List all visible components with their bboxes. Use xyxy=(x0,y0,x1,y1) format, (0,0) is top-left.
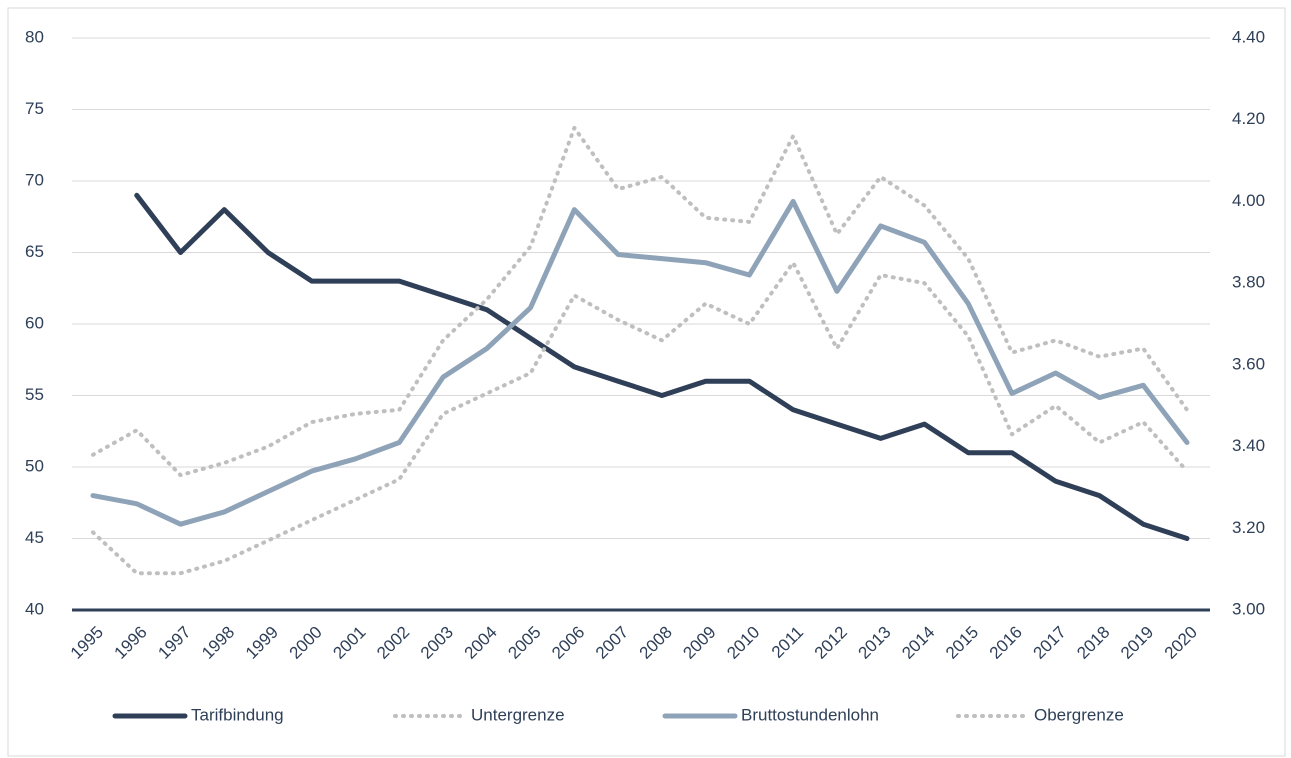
y-tick-label: 80 xyxy=(25,27,44,46)
y-tick-label: 75 xyxy=(25,99,44,118)
y-tick-label: 40 xyxy=(25,599,44,618)
x-tick-label: 2004 xyxy=(461,623,501,663)
y2-tick-label: 3.80 xyxy=(1232,273,1265,292)
y-tick-label: 70 xyxy=(25,170,44,189)
x-tick-label: 2000 xyxy=(286,623,326,663)
x-tick-label: 1999 xyxy=(242,623,282,663)
x-tick-label: 2006 xyxy=(548,623,588,663)
legend-label: Tarifbindung xyxy=(191,705,284,724)
y2-tick-label: 4.40 xyxy=(1232,27,1265,46)
x-tick-label: 2014 xyxy=(898,623,938,663)
x-tick-label: 2018 xyxy=(1073,623,1113,663)
y-tick-label: 55 xyxy=(25,385,44,404)
x-tick-label: 2016 xyxy=(986,623,1026,663)
chart-border xyxy=(7,7,1286,757)
legend-label: Obergrenze xyxy=(1034,705,1124,724)
x-tick-label: 2001 xyxy=(329,623,369,663)
x-tick-label: 2012 xyxy=(811,623,851,663)
y2-tick-label: 4.20 xyxy=(1232,109,1265,128)
y2-tick-label: 3.00 xyxy=(1232,599,1265,618)
y2-tick-label: 4.00 xyxy=(1232,191,1265,210)
x-tick-label: 2007 xyxy=(592,623,632,663)
x-tick-label: 1995 xyxy=(67,623,107,663)
y2-tick-label: 3.20 xyxy=(1232,518,1265,537)
y2-tick-label: 3.60 xyxy=(1232,354,1265,373)
y2-tick-label: 3.40 xyxy=(1232,436,1265,455)
y-tick-label: 65 xyxy=(25,242,44,261)
x-tick-label: 1998 xyxy=(198,623,238,663)
series-line xyxy=(91,260,1189,576)
x-tick-label: 1996 xyxy=(111,623,151,663)
x-tick-label: 2020 xyxy=(1161,623,1201,663)
y-tick-label: 50 xyxy=(25,456,44,475)
series-line xyxy=(134,192,1190,541)
legend-label: Untergrenze xyxy=(471,705,565,724)
x-tick-label: 2008 xyxy=(636,623,676,663)
series-line xyxy=(91,125,1189,478)
y-tick-label: 60 xyxy=(25,313,44,332)
x-tick-label: 2003 xyxy=(417,623,457,663)
x-tick-label: 2002 xyxy=(373,623,413,663)
x-tick-label: 1997 xyxy=(154,623,194,663)
x-tick-label: 2017 xyxy=(1030,623,1070,663)
x-tick-label: 2005 xyxy=(504,623,544,663)
y-tick-label: 45 xyxy=(25,528,44,547)
legend-label: Bruttostundenlohn xyxy=(741,705,879,724)
x-tick-label: 2009 xyxy=(679,623,719,663)
series-line xyxy=(90,198,1190,527)
x-tick-label: 2011 xyxy=(768,623,807,662)
x-tick-label: 2010 xyxy=(723,623,763,663)
x-tick-label: 2013 xyxy=(854,623,894,663)
x-tick-label: 2019 xyxy=(1117,623,1157,663)
x-tick-label: 2015 xyxy=(942,623,982,663)
